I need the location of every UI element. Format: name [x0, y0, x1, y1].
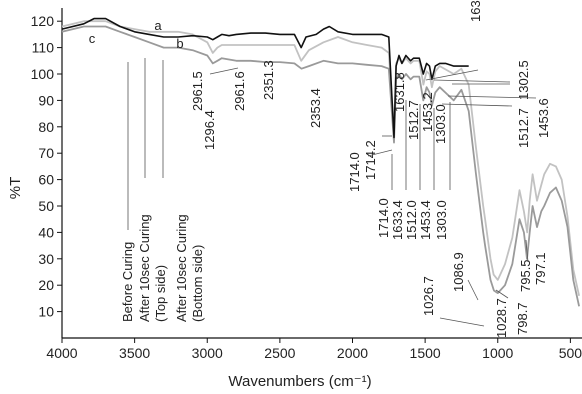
peak-label-1512-7: 1512.7: [406, 100, 421, 140]
legend-top-side: (Top side): [153, 265, 168, 322]
peak-label-1714-0: 1714.0: [347, 152, 362, 192]
legend-after-10sec-bottom: After 10sec Curing: [174, 214, 189, 322]
y-tick-label: 90: [38, 92, 54, 108]
leader-line: [367, 149, 393, 157]
peak-label-1302-5: 1302.5: [516, 60, 531, 100]
x-tick-label: 1500: [410, 345, 441, 361]
legend-bottom-side: (Bottom side): [190, 245, 205, 322]
peak-label-1631-8: 1631.8: [392, 72, 407, 112]
series-label-c: c: [89, 31, 96, 46]
y-axis-title: %T: [7, 177, 24, 200]
y-tick-label: 110: [32, 40, 55, 56]
peak-label-1453-2: 1453.2: [420, 92, 435, 132]
y-tick-label: 50: [38, 198, 54, 214]
legend-after-10sec-top: After 10sec Curing: [137, 214, 152, 322]
leader-line: [439, 317, 485, 327]
peak-label-797-1: 797.1: [533, 252, 548, 285]
y-tick-label: 10: [38, 304, 54, 320]
annotation-layer: ab c 1632.4 1302.5 2961.5 2961.6 2351.3 2353.4 1…: [89, 0, 551, 338]
peak-label-1633-4: 1633.4: [390, 200, 405, 240]
series-a-line: [61, 17, 469, 139]
y-tick-label: 30: [38, 251, 54, 267]
peak-label-1453-4: 1453.4: [418, 200, 433, 240]
x-tick-label: 3000: [192, 345, 223, 361]
axes-layer: 4000 3500 3000 2500 2000 1500 1000 500 10 20 30 40 5…: [31, 8, 582, 361]
leader-line: [425, 69, 479, 81]
peak-label-1714-0b: 1714.0: [376, 198, 391, 238]
peak-label-1632-4: 1632.4: [468, 0, 483, 22]
peak-label-2351-3: 2351.3: [261, 60, 276, 100]
x-tick-label: 4000: [46, 345, 77, 361]
y-tick-label: 100: [31, 66, 55, 82]
peak-label-1086-9: 1086.9: [451, 252, 466, 292]
peak-label-1303-0b: 1303.0: [434, 200, 449, 240]
y-tick-label: 40: [38, 224, 54, 240]
y-tick-label: 120: [31, 13, 55, 29]
series-b-line: [61, 25, 580, 307]
peak-label-798-7: 798.7: [515, 302, 530, 335]
x-tick-label: 500: [559, 345, 582, 361]
x-tick-label: 1000: [482, 345, 513, 361]
series-c-line: [61, 20, 580, 296]
peak-label-1303-0: 1303.0: [433, 104, 448, 144]
peak-label-2961-6: 2961.6: [232, 71, 247, 111]
leader-line: [447, 95, 537, 99]
leader-line: [209, 67, 239, 75]
leader-line: [467, 279, 479, 301]
peak-label-1512-0: 1512.0: [404, 200, 419, 240]
series-label-b: b: [176, 36, 183, 51]
peak-label-1512-7b: 1512.7: [516, 108, 531, 148]
peak-label-1028-7: 1028.7: [494, 298, 509, 338]
x-axis-title: Wavenumbers (cm⁻¹): [228, 373, 371, 390]
leader-line: [433, 79, 511, 83]
peak-label-1296-4: 1296.4: [202, 110, 217, 150]
y-tick-label: 60: [38, 172, 54, 188]
x-tick-label: 2000: [337, 345, 368, 361]
x-tick-label: 2500: [264, 345, 295, 361]
x-tick-label: 3500: [119, 345, 150, 361]
leader-line: [525, 239, 529, 263]
y-tick-label: 70: [38, 145, 54, 161]
y-tick-label: 80: [38, 119, 54, 135]
leader-line: [441, 103, 513, 107]
peak-label-2961-5: 2961.5: [190, 71, 205, 111]
peak-label-1714-2: 1714.2: [363, 140, 378, 180]
peak-label-795-5: 795.5: [518, 259, 533, 292]
y-tick-label: 20: [38, 277, 54, 293]
series-label-a: a: [154, 18, 162, 33]
peak-label-2353-4: 2353.4: [308, 88, 323, 128]
peak-label-1026-7: 1026.7: [421, 276, 436, 316]
series-layer: [61, 17, 580, 307]
leader-line: [495, 289, 509, 299]
peak-label-1453-6: 1453.6: [536, 98, 551, 138]
legend-before-curing: Before Curing: [120, 242, 135, 322]
